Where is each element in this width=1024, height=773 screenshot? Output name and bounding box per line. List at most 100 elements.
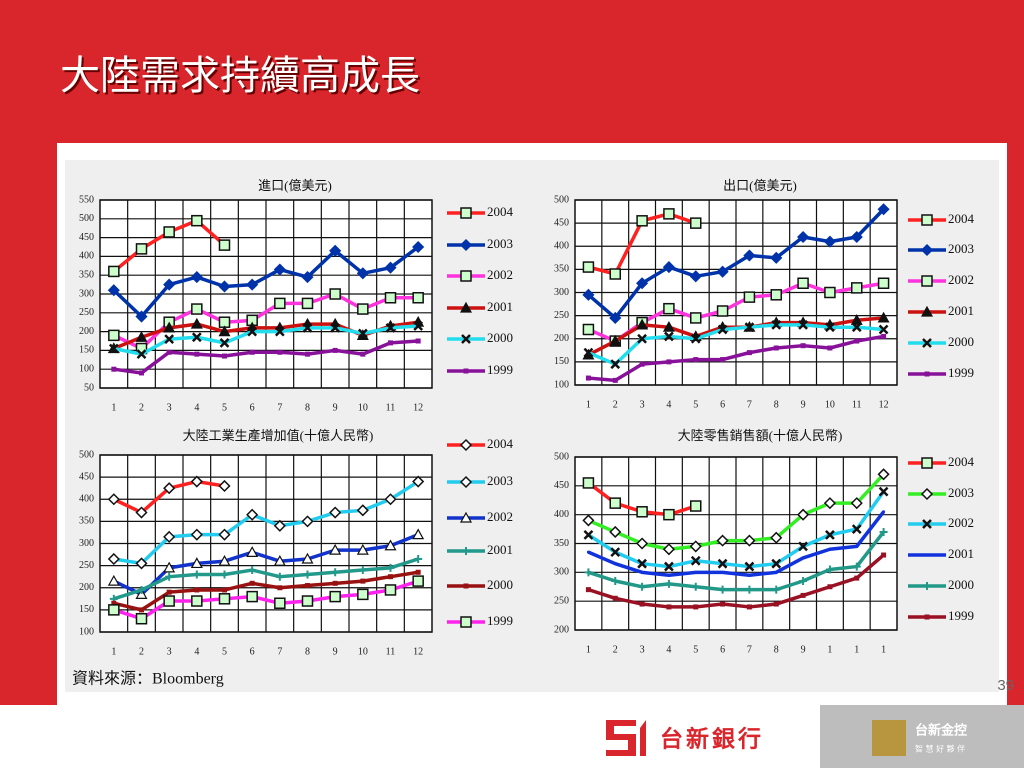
series-line [587,323,884,366]
marker [218,239,231,251]
marker [386,563,395,572]
legend-label: 2001 [948,303,974,318]
x-tick-label: 10 [358,402,368,413]
marker [881,333,887,339]
marker [111,366,117,372]
legend-label: 1999 [948,365,974,380]
marker [798,541,808,552]
x-tick-label: 4 [194,402,199,413]
page-number: 39 [997,677,1014,694]
marker [854,575,860,581]
y-tick-label: 500 [554,194,569,205]
marker [855,544,859,548]
marker [823,497,836,510]
marker [586,550,590,554]
marker [585,375,591,381]
marker [854,338,860,344]
marker [107,284,120,297]
marker [108,329,120,342]
marker [694,570,698,574]
marker [222,353,227,359]
y-tick-label: 250 [79,560,94,571]
marker [194,351,200,357]
marker [388,574,393,580]
marker [639,601,645,607]
bank-name: 台新銀行 [660,726,764,753]
marker [332,347,338,353]
marker [797,277,809,289]
marker [388,340,393,346]
marker [218,528,231,541]
marker [329,543,342,555]
marker [583,347,594,358]
marker [135,331,148,342]
holding-name: 台新金控 [915,723,967,739]
legend-label: 2003 [948,241,974,256]
marker [662,543,675,556]
marker [800,343,806,349]
marker [773,345,779,351]
y-tick-label: 500 [79,449,94,460]
marker [136,349,147,360]
marker [107,552,120,566]
marker [827,584,833,590]
marker [412,575,424,587]
marker [385,322,396,333]
series-line [587,553,885,609]
marker [329,288,341,300]
marker [301,271,314,284]
marker [584,568,593,577]
series-line [113,557,419,601]
marker [743,291,756,303]
marker [770,531,783,544]
marker [850,314,863,325]
marker [413,321,424,331]
marker [329,244,342,257]
marker [218,593,231,605]
legend-label: 2001 [487,542,513,557]
marker [774,570,778,574]
marker [356,504,369,517]
marker [636,318,649,330]
x-tick-label: 12 [413,646,423,657]
marker [663,208,675,220]
legend-label: 2000 [948,577,974,592]
source: 資料來源：Bloomberg [72,670,224,688]
marker [582,323,595,336]
holding-logo [872,720,906,756]
legend-label: 1999 [948,608,974,623]
chart-title: 出口(億美元) [723,178,797,193]
marker [720,601,726,607]
marker [662,320,675,332]
marker [135,557,148,570]
legend-label: 2002 [948,515,974,530]
legend-label: 2004 [487,204,514,219]
x-tick-label: 8 [774,399,779,410]
marker [850,497,863,510]
marker [412,528,425,540]
marker [689,270,702,283]
y-tick-label: 250 [554,310,569,321]
series-line [587,510,885,577]
x-tick-label: 11 [386,402,396,413]
marker [746,350,752,356]
marker [301,595,314,607]
marker [111,600,117,606]
marker [825,529,835,540]
marker [218,479,231,493]
x-tick-label: 1 [111,646,116,657]
marker [921,275,933,287]
marker [166,349,172,355]
marker [636,537,649,550]
marker [108,265,120,278]
legend-label: 2001 [948,546,974,561]
marker [770,251,783,264]
marker [331,568,340,577]
marker [691,582,700,591]
marker [305,583,310,589]
marker [828,547,832,551]
marker [219,337,230,348]
marker [799,576,808,585]
x-tick-label: 8 [774,644,779,655]
